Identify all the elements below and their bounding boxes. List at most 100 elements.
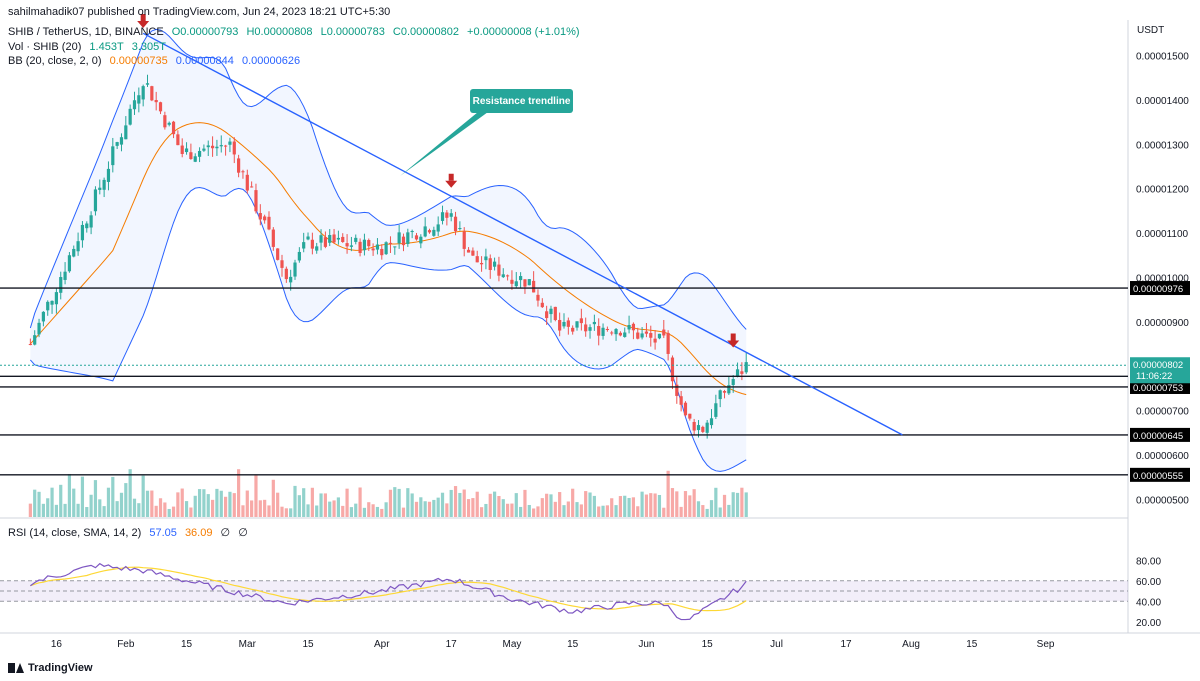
candle-body — [241, 171, 245, 173]
tradingview-icon — [8, 663, 24, 673]
volume-bar — [471, 498, 475, 517]
candle-body — [315, 246, 319, 251]
volume-bar — [618, 496, 622, 517]
candle-body — [341, 236, 345, 243]
volume-bar — [76, 503, 80, 517]
volume-bar — [709, 500, 714, 517]
candle-body — [453, 216, 458, 232]
candle-body — [193, 156, 197, 162]
candle-body — [527, 279, 531, 286]
candle-body — [89, 215, 93, 228]
volume-bar — [250, 500, 254, 517]
volume-bar — [527, 504, 531, 517]
volume-bar — [393, 487, 397, 517]
candle-body — [367, 240, 371, 247]
volume-bar — [158, 498, 163, 517]
candle-body — [310, 239, 314, 249]
candle-body — [479, 262, 484, 265]
volume-bar — [588, 492, 592, 517]
price-tick-label: 0.00000600 — [1136, 451, 1189, 462]
volume-bar — [332, 500, 336, 517]
candle-body — [701, 426, 705, 432]
volume-bar — [679, 506, 683, 517]
time-tick-label: Jun — [638, 639, 654, 650]
price-tick-label: 0.00000900 — [1136, 318, 1189, 329]
current-price-tag — [1130, 357, 1190, 384]
volume-bar — [358, 487, 362, 517]
candle-body — [401, 236, 406, 246]
volume-bar — [119, 492, 124, 517]
candle-body — [497, 264, 501, 276]
volume-bar — [206, 494, 210, 517]
volume-bar — [354, 503, 358, 517]
candle-body — [675, 384, 679, 396]
candle-body — [293, 262, 297, 277]
vol-label: Vol · SHIB (20) — [8, 41, 82, 53]
volume-bar — [137, 503, 141, 517]
volume-bar — [492, 491, 497, 517]
volume-bar — [406, 488, 410, 517]
volume-bar — [241, 505, 245, 517]
volume-bar — [336, 497, 340, 517]
candle-body — [284, 268, 288, 280]
volume-bar — [219, 490, 223, 517]
volume-bar — [510, 503, 514, 517]
candle-body — [28, 344, 32, 346]
candle-body — [254, 190, 258, 212]
volume-bar — [271, 479, 275, 517]
candle-body — [627, 324, 631, 330]
volume-bar — [59, 484, 63, 517]
candle-body — [37, 322, 41, 335]
candle-body — [124, 125, 128, 140]
price-tick-label: 0.00001000 — [1136, 273, 1189, 284]
price-tick-label: 0.00001300 — [1136, 140, 1189, 151]
candle-body — [414, 235, 419, 240]
candle-body — [388, 242, 393, 244]
candle-body — [475, 256, 479, 263]
candle-body — [345, 243, 349, 247]
candle-body — [666, 332, 670, 354]
candle-body — [189, 152, 193, 160]
volume-bar — [193, 495, 197, 517]
rsi-tick-label: 20.00 — [1136, 618, 1161, 629]
resistance-trendline — [142, 32, 903, 436]
volume-bar — [85, 507, 89, 517]
time-tick-label: Feb — [117, 639, 135, 650]
candle-body — [575, 321, 579, 328]
price-tick-label: 0.00001500 — [1136, 52, 1189, 63]
rsi-tick-label: 40.00 — [1136, 597, 1161, 608]
candle-body — [670, 357, 675, 382]
candle-body — [85, 223, 89, 229]
candle-body — [150, 86, 154, 101]
volume-bar — [171, 506, 176, 517]
price-tick-label: 0.00001400 — [1136, 96, 1189, 107]
volume-bar — [488, 493, 492, 517]
candle-body — [145, 83, 150, 85]
candle-body — [440, 212, 445, 221]
vol-value-2: 3.305T — [131, 41, 166, 53]
rsi-ma-line — [30, 566, 747, 612]
volume-bar — [610, 498, 614, 517]
candle-body — [484, 256, 488, 261]
bb-basis: 0.00000735 — [109, 55, 168, 67]
volume-bar — [414, 501, 419, 517]
candle-body — [128, 108, 132, 125]
volume-bar — [232, 493, 236, 517]
volume-bar — [33, 489, 37, 517]
volume-bar — [276, 492, 280, 517]
volume-bar — [349, 507, 354, 517]
volume-bar — [675, 491, 679, 517]
candle-body — [540, 302, 544, 308]
volume-bar — [427, 501, 432, 517]
volume-bar — [701, 505, 705, 517]
ohlc-open: O0.00000793 — [171, 26, 239, 38]
volume-bar — [401, 507, 406, 517]
candle-body — [696, 425, 701, 431]
candle-body — [579, 318, 583, 324]
tradingview-logo[interactable]: TradingView — [8, 662, 93, 674]
candle-body — [692, 421, 696, 431]
brand-text: TradingView — [28, 662, 93, 674]
time-tick-label: 15 — [567, 639, 579, 650]
candle-body — [215, 146, 219, 149]
